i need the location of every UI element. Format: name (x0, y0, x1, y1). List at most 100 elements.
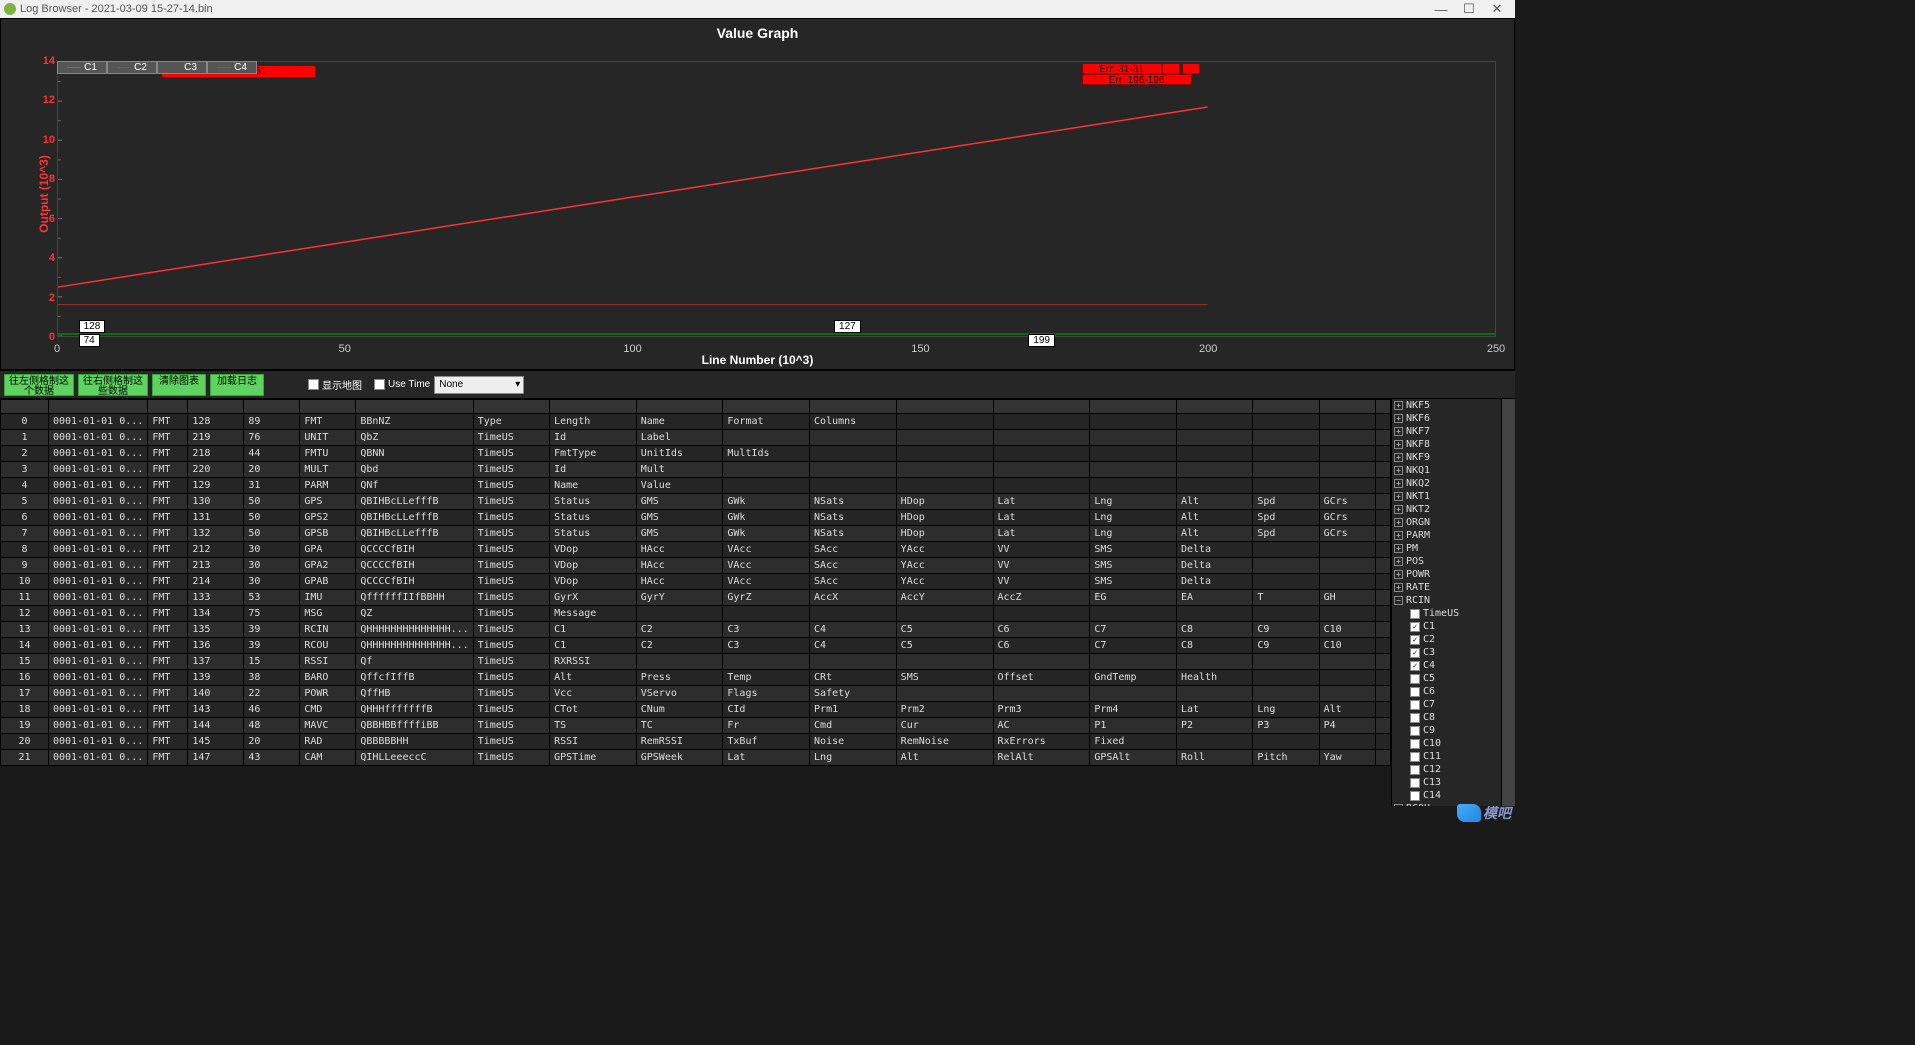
tree-node-nkt2[interactable]: +NKT2 (1392, 503, 1501, 516)
table-row[interactable]: 130001-01-01 0...FMT13539RCINQHHHHHHHHHH… (1, 622, 1391, 638)
grid-header-cell[interactable] (148, 400, 188, 414)
tree-node-nkf6[interactable]: +NKF6 (1392, 412, 1501, 425)
table-row[interactable]: 120001-01-01 0...FMT13475MSGQZTimeUSMess… (1, 606, 1391, 622)
tree-node-c12[interactable]: C12 (1392, 763, 1501, 776)
grid-header-cell[interactable] (188, 400, 244, 414)
checkbox-icon[interactable] (1410, 687, 1420, 697)
tree-node-pm[interactable]: +PM (1392, 542, 1501, 555)
load-log-button[interactable]: 加载日志 (210, 374, 264, 396)
tree-node-rcin[interactable]: −RCIN (1392, 594, 1501, 607)
value-marker[interactable]: 74 (79, 334, 100, 347)
grid-header-cell[interactable] (1176, 400, 1252, 414)
tree-node-c7[interactable]: C7 (1392, 698, 1501, 711)
tree-node-c2[interactable]: ✓C2 (1392, 633, 1501, 646)
grid-header-cell[interactable] (550, 400, 637, 414)
tree-node-nkf5[interactable]: +NKF5 (1392, 399, 1501, 412)
checkbox-icon[interactable] (1410, 752, 1420, 762)
table-row[interactable]: 180001-01-01 0...FMT14346CMDQHHHfffffffB… (1, 702, 1391, 718)
tree-node-rate[interactable]: +RATE (1392, 581, 1501, 594)
error-marker[interactable] (1182, 63, 1200, 74)
grid-header-cell[interactable] (723, 400, 810, 414)
grid-header-cell[interactable] (1375, 400, 1390, 414)
show-map-checkbox[interactable]: 显示地图 (308, 377, 362, 392)
checkbox-icon[interactable] (1410, 609, 1420, 619)
legend-c2[interactable]: C2 (107, 61, 157, 74)
tree-panel[interactable]: +NKF5+NKF6+NKF7+NKF8+NKF9+NKQ1+NKQ2+NKT1… (1391, 399, 1501, 806)
table-row[interactable]: 110001-01-01 0...FMT13353IMUQffffffIIfBB… (1, 590, 1391, 606)
checkbox-icon[interactable] (1410, 726, 1420, 736)
minimize-button[interactable]: — (1427, 2, 1455, 17)
clear-chart-button[interactable]: 清除图表 (152, 374, 206, 396)
checkbox-icon[interactable] (1410, 700, 1420, 710)
value-marker[interactable]: 128 (79, 320, 106, 333)
tree-node-nkq1[interactable]: +NKQ1 (1392, 464, 1501, 477)
data-grid[interactable]: 00001-01-01 0...FMT12889FMTBBnNZTypeLeng… (0, 399, 1391, 806)
copy-left-button[interactable]: 往左侧格制这个数据 (4, 374, 74, 396)
checkbox-icon[interactable] (1410, 713, 1420, 723)
table-row[interactable]: 90001-01-01 0...FMT21330GPA2QCCCCfBIHTim… (1, 558, 1391, 574)
checkbox-icon[interactable] (1410, 674, 1420, 684)
tree-node-nkf8[interactable]: +NKF8 (1392, 438, 1501, 451)
use-time-checkbox[interactable]: Use Time (374, 379, 430, 390)
tree-node-c9[interactable]: C9 (1392, 724, 1501, 737)
tree-node-c14[interactable]: C14 (1392, 789, 1501, 802)
tree-node-c13[interactable]: C13 (1392, 776, 1501, 789)
table-row[interactable]: 150001-01-01 0...FMT13715RSSIQfTimeUSRXR… (1, 654, 1391, 670)
tree-node-c11[interactable]: C11 (1392, 750, 1501, 763)
table-row[interactable]: 10001-01-01 0...FMT21976UNITQbZTimeUSIdL… (1, 430, 1391, 446)
table-row[interactable]: 100001-01-01 0...FMT21430GPABQCCCCfBIHTi… (1, 574, 1391, 590)
legend-c3[interactable]: C3 (157, 61, 207, 74)
grid-header-cell[interactable] (810, 400, 897, 414)
grid-header-cell[interactable] (244, 400, 300, 414)
copy-right-button[interactable]: 往右侧格制这些数据 (78, 374, 148, 396)
table-row[interactable]: 190001-01-01 0...FMT14448MAVCQBBHBBffffi… (1, 718, 1391, 734)
table-row[interactable]: 200001-01-01 0...FMT14520RADQBBBBBHHTime… (1, 734, 1391, 750)
tree-node-nkq2[interactable]: +NKQ2 (1392, 477, 1501, 490)
tree-node-c5[interactable]: C5 (1392, 672, 1501, 685)
tree-node-pos[interactable]: +POS (1392, 555, 1501, 568)
tree-node-powr[interactable]: +POWR (1392, 568, 1501, 581)
grid-header-cell[interactable] (636, 400, 723, 414)
table-row[interactable]: 170001-01-01 0...FMT14022POWRQffHBTimeUS… (1, 686, 1391, 702)
table-row[interactable]: 00001-01-01 0...FMT12889FMTBBnNZTypeLeng… (1, 414, 1391, 430)
grid-header-cell[interactable] (473, 400, 549, 414)
tree-node-c4[interactable]: ✓C4 (1392, 659, 1501, 672)
mode-select[interactable]: None (434, 376, 524, 394)
table-row[interactable]: 210001-01-01 0...FMT14743CAMQIHLLeeeccCT… (1, 750, 1391, 766)
value-marker[interactable]: 199 (1028, 334, 1055, 347)
tree-node-c3[interactable]: ✓C3 (1392, 646, 1501, 659)
tree-node-c6[interactable]: C6 (1392, 685, 1501, 698)
error-marker[interactable] (1162, 63, 1180, 74)
tree-node-c10[interactable]: C10 (1392, 737, 1501, 750)
tree-node-nkt1[interactable]: +NKT1 (1392, 490, 1501, 503)
tree-node-orgn[interactable]: +ORGN (1392, 516, 1501, 529)
checkbox-icon[interactable]: ✓ (1410, 622, 1420, 632)
tree-node-nkf7[interactable]: +NKF7 (1392, 425, 1501, 438)
checkbox-icon[interactable]: ✓ (1410, 648, 1420, 658)
grid-header-cell[interactable] (1319, 400, 1375, 414)
table-row[interactable]: 30001-01-01 0...FMT22020MULTQbdTimeUSIdM… (1, 462, 1391, 478)
table-row[interactable]: 70001-01-01 0...FMT13250GPSBQBIHBcLLefff… (1, 526, 1391, 542)
grid-header-cell[interactable] (300, 400, 356, 414)
grid-header-cell[interactable] (896, 400, 993, 414)
maximize-button[interactable]: ☐ (1455, 1, 1483, 17)
tree-node-nkf9[interactable]: +NKF9 (1392, 451, 1501, 464)
value-marker[interactable]: 127 (834, 320, 861, 333)
table-row[interactable]: 160001-01-01 0...FMT13938BAROQffcfIffBTi… (1, 670, 1391, 686)
tree-scrollbar[interactable] (1501, 399, 1515, 806)
checkbox-icon[interactable]: ✓ (1410, 661, 1420, 671)
grid-header-cell[interactable] (356, 400, 473, 414)
chart-plot[interactable] (57, 61, 1496, 337)
error-marker[interactable]: Err: 196-196 (1082, 74, 1192, 85)
table-row[interactable]: 80001-01-01 0...FMT21230GPAQCCCCfBIHTime… (1, 542, 1391, 558)
error-marker[interactable]: Err: 31-31 (1082, 63, 1162, 74)
checkbox-icon[interactable] (1410, 739, 1420, 749)
tree-node-c1[interactable]: ✓C1 (1392, 620, 1501, 633)
legend-c1[interactable]: C1 (57, 61, 107, 74)
table-row[interactable]: 40001-01-01 0...FMT12931PARMQNfTimeUSNam… (1, 478, 1391, 494)
checkbox-icon[interactable] (1410, 778, 1420, 788)
table-row[interactable]: 20001-01-01 0...FMT21844FMTUQBNNTimeUSFm… (1, 446, 1391, 462)
table-row[interactable]: 50001-01-01 0...FMT13050GPSQBIHBcLLefffB… (1, 494, 1391, 510)
grid-header-cell[interactable] (993, 400, 1090, 414)
legend-c4[interactable]: C4 (207, 61, 257, 74)
